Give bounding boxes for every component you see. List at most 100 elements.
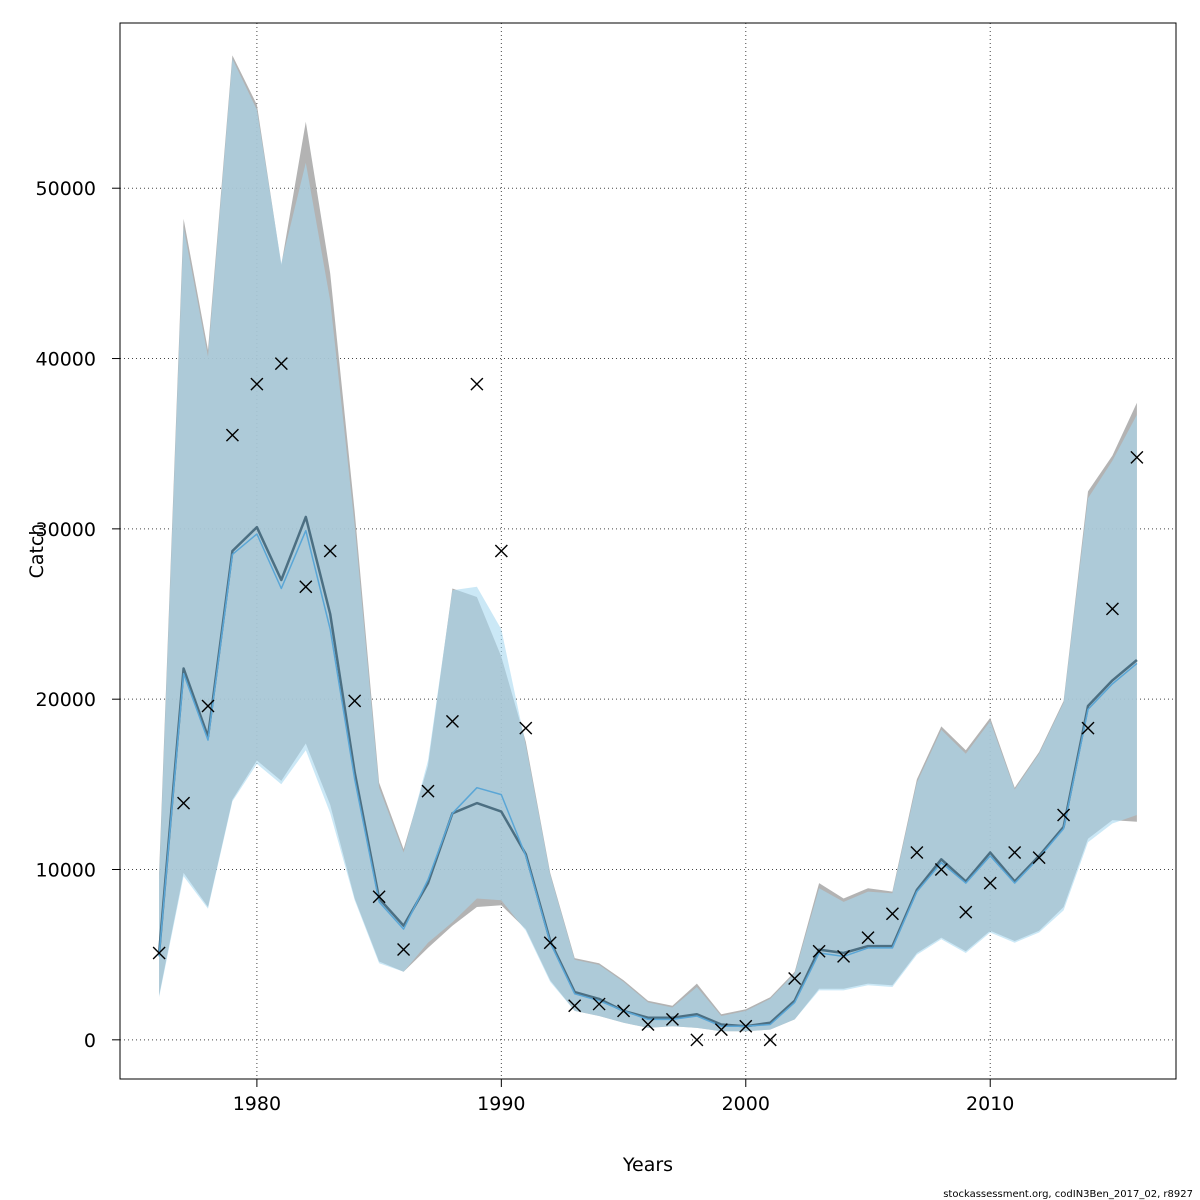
y-tick-label: 10000: [36, 860, 96, 882]
observed-point-stroke: [323, 544, 337, 558]
observed-point-stroke: [934, 863, 948, 876]
observed-point-stroke: [1130, 450, 1144, 464]
observed-point: [225, 428, 239, 442]
observed-point: [250, 377, 264, 391]
observed-point: [959, 905, 973, 919]
y-tick-label: 20000: [36, 689, 96, 711]
observed-point: [1008, 845, 1022, 859]
observed-point: [201, 699, 215, 713]
y-tick-label: 30000: [36, 519, 96, 541]
observed-point-stroke: [470, 377, 484, 391]
observed-point-stroke: [788, 972, 802, 986]
observed-point-stroke: [1105, 602, 1119, 616]
observed-point-stroke: [177, 796, 191, 810]
y-axis-title: Catch: [26, 524, 48, 579]
observed-point-stroke: [274, 357, 288, 371]
observed-point: [665, 1012, 679, 1026]
observed-point-stroke: [690, 1033, 704, 1047]
observed-point: [910, 845, 924, 859]
observed-point: [812, 944, 826, 958]
observed-point-stroke: [1057, 808, 1071, 822]
observed-point: [372, 890, 386, 904]
observed-point: [714, 1023, 728, 1037]
observed-point-stroke: [592, 997, 606, 1011]
observed-point: [788, 972, 802, 986]
observed-point-stroke: [1032, 851, 1046, 865]
observed-point-stroke: [641, 1018, 655, 1031]
observed-point: [1081, 721, 1095, 735]
observed-point: [934, 863, 948, 876]
observed-point: [177, 796, 191, 810]
y-tick-label: 50000: [36, 178, 96, 200]
observed-point-stroke: [714, 1023, 728, 1037]
footer-credit: stockassessment.org, codIN3Ben_2017_02, …: [943, 1189, 1193, 1200]
observed-point: [617, 1004, 631, 1018]
observed-point-stroke: [885, 907, 899, 921]
observed-point: [519, 721, 533, 735]
observed-point-stroke: [519, 721, 533, 735]
estimate-lines: [157, 515, 1138, 1028]
observed-point-stroke: [445, 714, 459, 728]
observed-point: [837, 949, 851, 963]
observed-point: [494, 544, 508, 558]
observed-point-stroke: [665, 1012, 679, 1026]
x-tick-label: 1980: [233, 1093, 281, 1115]
observed-point-stroke: [739, 1019, 753, 1033]
observed-point-stroke: [959, 905, 973, 919]
observed-point-stroke: [348, 694, 362, 708]
observed-point-stroke: [837, 949, 851, 963]
observed-point: [1105, 602, 1119, 616]
observed-point: [568, 999, 582, 1013]
observed-point-stroke: [250, 377, 264, 391]
confidence-bands: [159, 55, 1137, 1032]
estimate-line-2: [158, 529, 1138, 1027]
x-axis-title: Years: [622, 1154, 673, 1176]
plot-frame: [119, 22, 1177, 1080]
observed-point-stroke: [861, 931, 875, 945]
observed-point: [323, 544, 337, 558]
observed-point-stroke: [397, 943, 411, 957]
observed-point-stroke: [494, 544, 508, 558]
observed-point: [690, 1033, 704, 1047]
observed-point: [152, 946, 166, 960]
x-tick-label: 2000: [722, 1093, 770, 1115]
observed-point: [1130, 450, 1144, 464]
observed-point-stroke: [152, 946, 166, 960]
y-tick-label: 0: [84, 1030, 96, 1052]
observed-point-stroke: [568, 999, 582, 1013]
observed-point-stroke: [421, 784, 435, 798]
observed-point: [299, 580, 313, 594]
confidence-band-2: [159, 58, 1137, 1032]
observed-point-stroke: [543, 936, 557, 950]
observed-point: [470, 377, 484, 391]
x-axis: 1980 1990 2000 2010: [233, 1079, 1014, 1115]
observed-point: [445, 714, 459, 728]
observed-point: [861, 931, 875, 945]
observed-point: [983, 876, 997, 890]
observed-point-stroke: [983, 876, 997, 890]
observed-point: [885, 907, 899, 921]
estimate-line-1: [157, 515, 1138, 1028]
observed-point-stroke: [812, 944, 826, 958]
observed-point-stroke: [225, 428, 239, 442]
observed-point-stroke: [372, 890, 386, 904]
observed-point-stroke: [299, 580, 313, 594]
x-tick-label: 2010: [966, 1093, 1014, 1115]
observed-point-stroke: [910, 845, 924, 859]
observed-catch-points: [152, 357, 1144, 1047]
observed-point: [1057, 808, 1071, 822]
x-tick-label: 1990: [477, 1093, 525, 1115]
observed-point: [543, 936, 557, 950]
observed-point-stroke: [617, 1004, 631, 1018]
observed-point-stroke: [201, 699, 215, 713]
observed-point: [763, 1033, 777, 1047]
observed-point-stroke: [763, 1033, 777, 1047]
y-tick-label: 40000: [36, 349, 96, 371]
y-axis: 0 10000 20000 30000 40000 50000: [36, 178, 120, 1052]
observed-point: [348, 694, 362, 708]
observed-point: [641, 1018, 655, 1031]
observed-point: [421, 784, 435, 798]
observed-point-stroke: [1081, 721, 1095, 735]
observed-point: [274, 357, 288, 371]
